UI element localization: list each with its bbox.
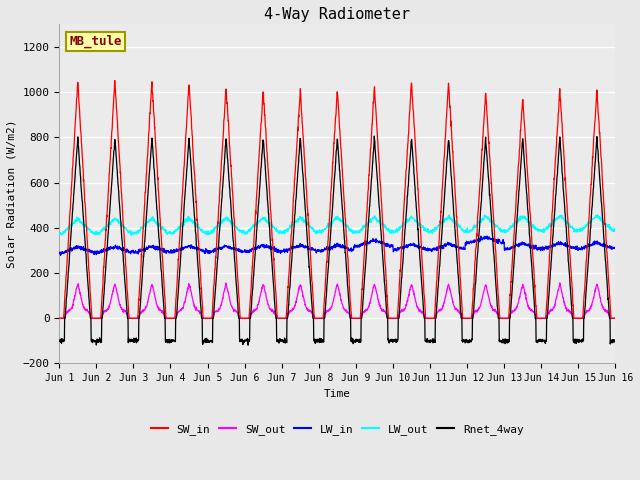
X-axis label: Time: Time	[324, 389, 351, 399]
Text: MB_tule: MB_tule	[69, 35, 122, 48]
Y-axis label: Solar Radiation (W/m2): Solar Radiation (W/m2)	[7, 120, 17, 268]
Legend: SW_in, SW_out, LW_in, LW_out, Rnet_4way: SW_in, SW_out, LW_in, LW_out, Rnet_4way	[147, 420, 528, 440]
Title: 4-Way Radiometer: 4-Way Radiometer	[264, 7, 410, 22]
